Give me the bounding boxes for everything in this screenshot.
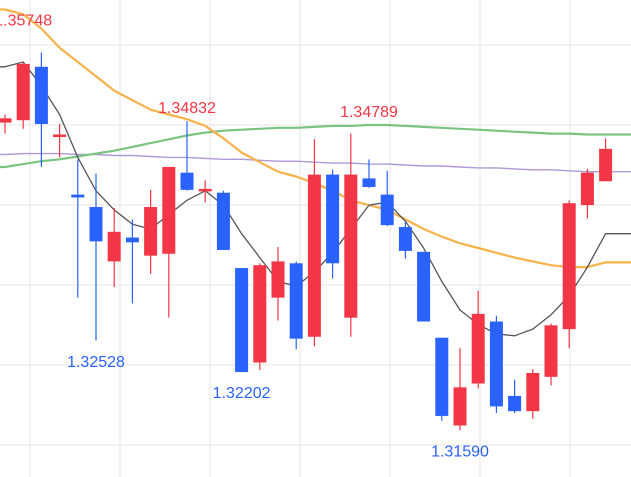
candle-body: [216, 192, 230, 250]
candle: [307, 139, 321, 347]
candle: [53, 124, 67, 158]
candle-body: [326, 174, 340, 264]
candle: [180, 121, 194, 191]
candle-body: [89, 207, 103, 242]
candle-body: [599, 148, 613, 182]
candle-body: [144, 207, 158, 256]
candle: [453, 348, 467, 431]
candle-body: [544, 325, 558, 377]
candle-body: [562, 203, 576, 330]
low-price-label: 1.32528: [67, 354, 125, 371]
candle: [526, 369, 540, 419]
candle-body: [235, 268, 249, 373]
high-price-label: 1.34789: [340, 104, 398, 121]
candle-body: [253, 265, 267, 363]
candle: [253, 263, 267, 371]
candle: [599, 138, 613, 182]
candle-body: [16, 63, 30, 121]
candle-body: [107, 231, 121, 262]
candle: [125, 219, 139, 304]
annotation-layer: 1.35748 1.34832 1.34789 1.32528 1.32202 1.315…: [0, 13, 489, 461]
candle-body: [508, 395, 522, 412]
candle-body: [489, 321, 503, 407]
candle: [380, 170, 394, 227]
candle-body: [53, 134, 67, 138]
candle: [362, 159, 376, 188]
candle-body: [0, 118, 12, 123]
low-price-label: 1.32202: [213, 385, 271, 402]
candle: [471, 290, 485, 389]
candle-body: [380, 194, 394, 226]
ma-fast-line: [0, 61, 631, 337]
low-price-label: 1.31590: [431, 443, 489, 460]
candle-body: [34, 66, 48, 125]
high-price-label: 1.35748: [0, 13, 52, 30]
candle-layer: [0, 52, 613, 431]
candle-body: [162, 166, 176, 254]
candle: [326, 169, 340, 279]
candle: [435, 337, 449, 421]
candle-body: [435, 337, 449, 416]
candle-body: [526, 373, 540, 412]
ma-mid-line: [0, 8, 631, 269]
candle: [34, 52, 48, 167]
candle: [271, 247, 285, 321]
candle: [562, 200, 576, 349]
candle: [198, 180, 212, 203]
candle-body: [398, 227, 412, 251]
candle-body: [71, 194, 85, 198]
candle: [162, 166, 176, 318]
candle-body: [198, 188, 212, 192]
moving-average-layer: [0, 8, 631, 337]
candle: [89, 173, 103, 341]
candle: [580, 168, 594, 219]
candle-body: [307, 174, 321, 337]
candle-body: [344, 174, 358, 318]
ma-long-line: [0, 152, 631, 173]
candle-body: [362, 178, 376, 187]
candle: [107, 207, 121, 288]
candle: [16, 62, 30, 129]
candle-body: [453, 387, 467, 426]
candle-body: [180, 172, 194, 190]
candle-body: [125, 237, 139, 243]
candle: [71, 159, 85, 298]
candle: [216, 190, 230, 250]
candle: [144, 189, 158, 274]
candle: [489, 315, 503, 414]
candle-body: [289, 263, 303, 339]
high-price-label: 1.34832: [158, 100, 216, 117]
candle: [398, 221, 412, 259]
candle-body: [471, 313, 485, 384]
candle: [0, 114, 12, 134]
candle: [344, 133, 358, 337]
candle-body: [417, 251, 431, 322]
candle: [544, 323, 558, 386]
candle: [417, 251, 431, 322]
candle-body: [580, 172, 594, 206]
ma-slow-line: [0, 123, 631, 169]
candle: [508, 379, 522, 414]
candle-body: [271, 261, 285, 298]
candle: [235, 268, 249, 373]
candle: [289, 261, 303, 350]
